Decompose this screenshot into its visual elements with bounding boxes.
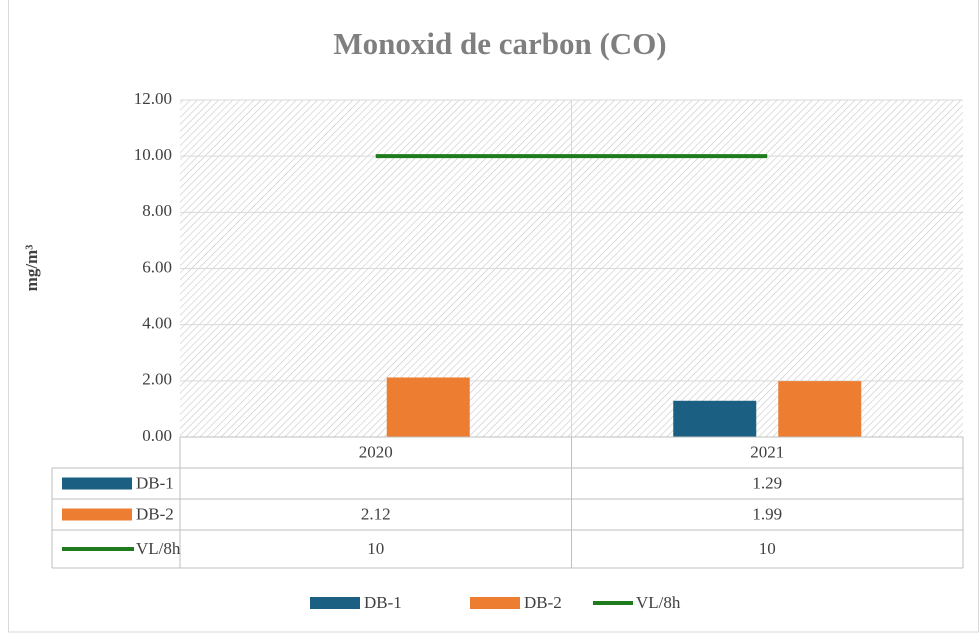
y-tick-label: 6.00: [142, 257, 172, 276]
table-cell: 2.12: [361, 504, 391, 523]
table-row-label: DB-2: [136, 504, 174, 523]
bar: [673, 400, 757, 437]
table-cell: 10: [759, 539, 776, 558]
table-cell: 10: [367, 539, 384, 558]
chart-title: Monoxid de carbon (CO): [333, 26, 666, 61]
y-tick-label: 10.00: [134, 145, 172, 164]
y-tick-label: 4.00: [142, 314, 172, 333]
table-cell: 1.99: [752, 504, 782, 523]
legend-label: DB-2: [524, 593, 562, 612]
y-axis-label: mg/m³: [22, 245, 41, 292]
legend-key: [470, 597, 520, 609]
legend-key: [310, 597, 360, 609]
table-legend-key: [62, 508, 132, 521]
bar: [778, 381, 862, 437]
table-row-label: DB-1: [136, 473, 174, 492]
y-tick-label: 2.00: [142, 370, 172, 389]
table-cell: 1.29: [752, 473, 782, 492]
table-row-label: VL/8h: [136, 539, 181, 558]
x-tick-label: 2020: [359, 442, 393, 461]
y-tick-label: 12.00: [134, 89, 172, 108]
y-tick-label: 8.00: [142, 201, 172, 220]
legend-label: DB-1: [364, 593, 402, 612]
bar: [386, 377, 470, 437]
table-legend-key: [62, 477, 132, 490]
y-tick-label: 0.00: [142, 426, 172, 445]
legend-label: VL/8h: [636, 593, 681, 612]
x-tick-label: 2021: [750, 442, 784, 461]
